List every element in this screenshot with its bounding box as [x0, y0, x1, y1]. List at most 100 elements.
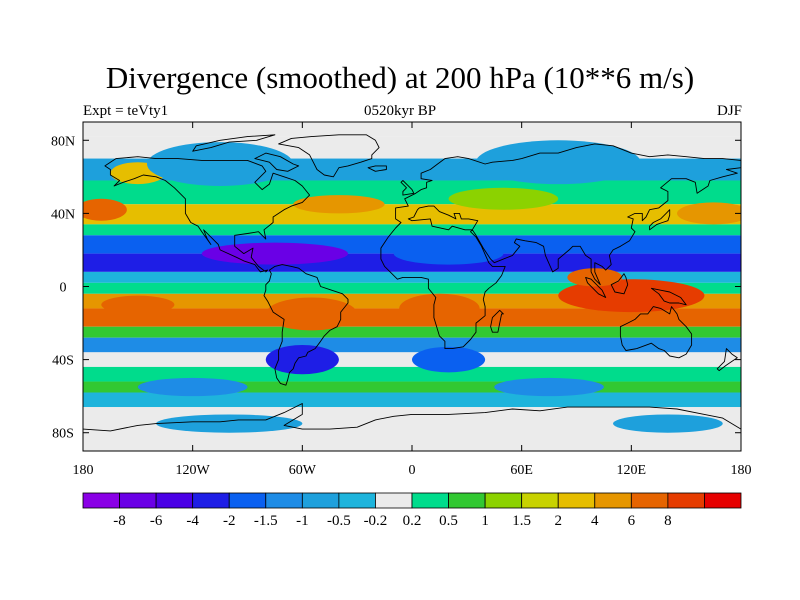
field-anomaly: [567, 268, 623, 287]
lat-tick-label: 40N: [51, 207, 75, 222]
coastline-australia: [619, 306, 693, 359]
colorbar-swatch: [557, 492, 596, 509]
coastline-sumatra: [585, 276, 607, 298]
coastline-baffin: [254, 152, 300, 172]
colorbar-label: 8: [664, 513, 672, 529]
coastline-borneo: [610, 273, 629, 295]
coastline-madagascar: [490, 309, 504, 333]
field-anomaly: [448, 187, 559, 210]
colorbar-swatch: [448, 492, 486, 509]
field-band: [83, 204, 741, 225]
coastline-south-america: [263, 264, 349, 386]
field-anomaly: [265, 297, 358, 331]
colorbar-swatch: [301, 492, 340, 509]
colorbar-label: -6: [150, 513, 163, 529]
coastline-antarctica: [83, 403, 741, 432]
colorbar-swatch: [82, 492, 120, 509]
colorbar-label: -8: [113, 513, 126, 529]
colorbar-swatch: [411, 492, 449, 509]
coastline-japan: [649, 209, 671, 231]
coastline-greenland: [278, 134, 380, 178]
coastlines: [83, 134, 741, 432]
colorbar-label: 6: [628, 513, 636, 529]
coastline-africa-eurasia: [380, 143, 741, 350]
colorbar-label: 0.2: [403, 513, 422, 529]
colorbar: -8 -6 -4 -2 -1.5 -1 -0.5 -0.2 0.2 0.5 1 1.5 2 4 6 8: [82, 492, 742, 529]
field-band: [83, 326, 741, 338]
field-anomaly: [412, 346, 486, 373]
colorbar-swatch: [630, 492, 669, 509]
field-band: [83, 282, 741, 294]
colorbar-swatch: [192, 492, 230, 509]
experiment-label: Expt = teVty1: [83, 103, 169, 119]
colorbar-label: -0.5: [327, 513, 351, 529]
coastline-new-zealand: [716, 348, 738, 372]
field-anomaly: [558, 279, 705, 313]
field-band: [83, 392, 741, 408]
coastline-iceland: [367, 165, 387, 172]
field-anomaly: [613, 414, 723, 433]
field-anomaly: [137, 377, 248, 397]
colorbar-swatch: [338, 492, 376, 509]
colorbar-label: 4: [591, 513, 599, 529]
lat-tick-label: 0: [60, 281, 67, 296]
colorbar-label: 0.5: [439, 513, 458, 529]
field-anomaly: [494, 377, 604, 397]
colorbar-label: 1.5: [512, 513, 531, 529]
lon-tick-label: 60W: [289, 463, 317, 478]
colorbar-swatch: [704, 492, 742, 509]
field-anomaly: [146, 142, 294, 186]
field-anomaly: [399, 293, 480, 324]
colorbar-label: 2: [554, 513, 562, 529]
coastline-north-america: [104, 156, 311, 273]
season-label: DJF: [716, 103, 742, 119]
field-band: [83, 180, 741, 205]
lon-tick-label: 180: [73, 463, 94, 478]
coastline-new-guinea: [650, 287, 687, 306]
colorbar-swatch: [484, 492, 523, 509]
colorbar-swatch: [667, 492, 705, 509]
colorbar-label: -2: [223, 513, 236, 529]
field-anomaly: [101, 295, 175, 314]
field-anomaly: [201, 242, 349, 265]
colorbar-swatch: [265, 492, 303, 509]
divergence-field: [83, 122, 741, 451]
lat-tick-label: 80N: [51, 134, 75, 149]
field-band: [83, 122, 741, 137]
field-anomaly: [293, 195, 385, 214]
field-band: [83, 366, 741, 382]
colorbar-swatch: [375, 492, 413, 509]
field-anomaly: [265, 344, 339, 375]
colorbar-swatch: [119, 492, 157, 509]
lon-tick-label: 120E: [617, 463, 647, 478]
field-anomaly: [393, 242, 504, 265]
colorbar-swatch: [594, 492, 632, 509]
lon-tick-label: 0: [409, 463, 416, 478]
colorbar-label: -1.5: [254, 513, 278, 529]
period-label: 0520kyr BP: [363, 103, 437, 119]
coastline-britain: [400, 180, 415, 196]
lon-tick-label: 60E: [510, 463, 533, 478]
colorbar-swatch: [228, 492, 267, 509]
colorbar-swatch: [521, 492, 559, 509]
field-band: [83, 381, 741, 393]
lon-tick-label: 120W: [176, 463, 211, 478]
lat-tick-label: 80S: [52, 427, 74, 442]
field-band: [83, 337, 741, 353]
lat-tick-label: 40S: [52, 354, 74, 369]
plot-title: Divergence (smoothed) at 200 hPa (10**6 …: [105, 60, 695, 95]
colorbar-label: -1: [296, 513, 309, 529]
colorbar-label: -0.2: [364, 513, 388, 529]
colorbar-label: 1: [481, 513, 489, 529]
coastline-arctic-islands: [192, 134, 276, 152]
axis-ticks: 80N 40N 0 40S 80S 180 120W 60W 0 60E 120E 180: [51, 122, 752, 478]
field-anomaly: [475, 140, 641, 185]
field-anomaly: [156, 414, 303, 433]
colorbar-swatch: [155, 492, 194, 509]
field-anomaly: [83, 198, 127, 221]
field-anomaly: [677, 202, 741, 225]
lon-tick-label: 180: [731, 463, 752, 478]
field-band: [83, 224, 741, 236]
colorbar-label: -4: [186, 513, 199, 529]
